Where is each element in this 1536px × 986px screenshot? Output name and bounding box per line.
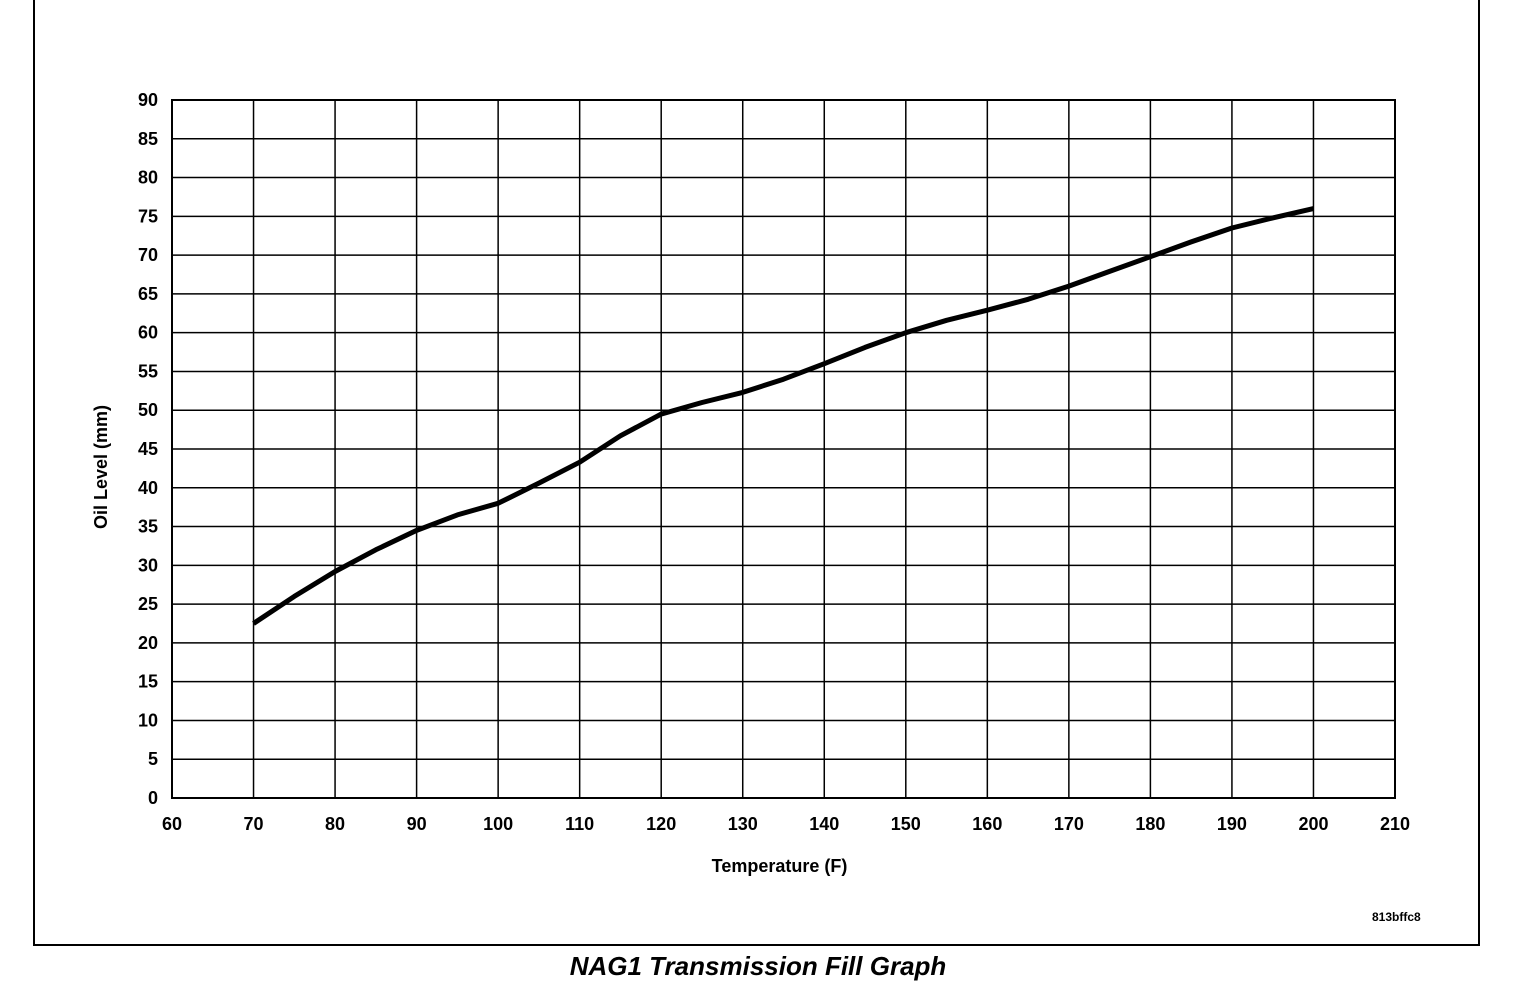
y-tick-label: 50 [138,400,158,420]
x-tick-label: 150 [891,814,921,834]
y-tick-label: 75 [138,206,158,226]
x-tick-label: 180 [1135,814,1165,834]
x-tick-label: 200 [1298,814,1328,834]
x-tick-label: 60 [162,814,182,834]
y-tick-labels: 0 5 10 15 20 25 30 35 40 45 50 55 60 65 70 75 80 85 90 [138,90,158,808]
y-tick-label: 20 [138,633,158,653]
y-tick-label: 25 [138,594,158,614]
y-tick-label: 60 [138,323,158,343]
y-tick-label: 10 [138,710,158,730]
y-tick-label: 30 [138,555,158,575]
x-tick-label: 90 [407,814,427,834]
x-tick-label: 190 [1217,814,1247,834]
figure-frame [33,0,1480,946]
plot-area-border [171,99,1396,799]
x-tick-label: 210 [1380,814,1410,834]
y-tick-label: 5 [148,749,158,769]
x-tick-label: 120 [646,814,676,834]
y-tick-label: 80 [138,168,158,188]
oil-level-curve [252,206,1315,626]
y-tick-label: 90 [138,90,158,110]
figure-id-label: 813bffc8 [1372,910,1421,924]
x-tick-label: 70 [244,814,264,834]
figure-caption: NAG1 Transmission Fill Graph [569,951,947,981]
x-tick-label: 160 [972,814,1002,834]
y-tick-label: 85 [138,129,158,149]
y-tick-label: 55 [138,361,158,381]
x-tick-label: 140 [809,814,839,834]
x-axis-title: Temperature (F) [712,856,848,876]
y-tick-label: 45 [138,439,158,459]
y-tick-label: 15 [138,672,158,692]
y-axis-title: Oil Level (mm) [91,405,111,529]
y-tick-label: 35 [138,517,158,537]
x-tick-labels: 60 70 80 90 100 110 120 130 140 150 160 170 180 190 20… [162,814,1410,834]
x-tick-label: 130 [728,814,758,834]
x-tick-label: 100 [483,814,513,834]
y-tick-label: 0 [148,788,158,808]
x-tick-label: 170 [1054,814,1084,834]
y-tick-label: 65 [138,284,158,304]
y-tick-label: 70 [138,245,158,265]
y-tick-label: 40 [138,478,158,498]
x-tick-label: 110 [565,814,594,834]
grid-lines [171,99,1396,799]
x-tick-label: 80 [325,814,345,834]
